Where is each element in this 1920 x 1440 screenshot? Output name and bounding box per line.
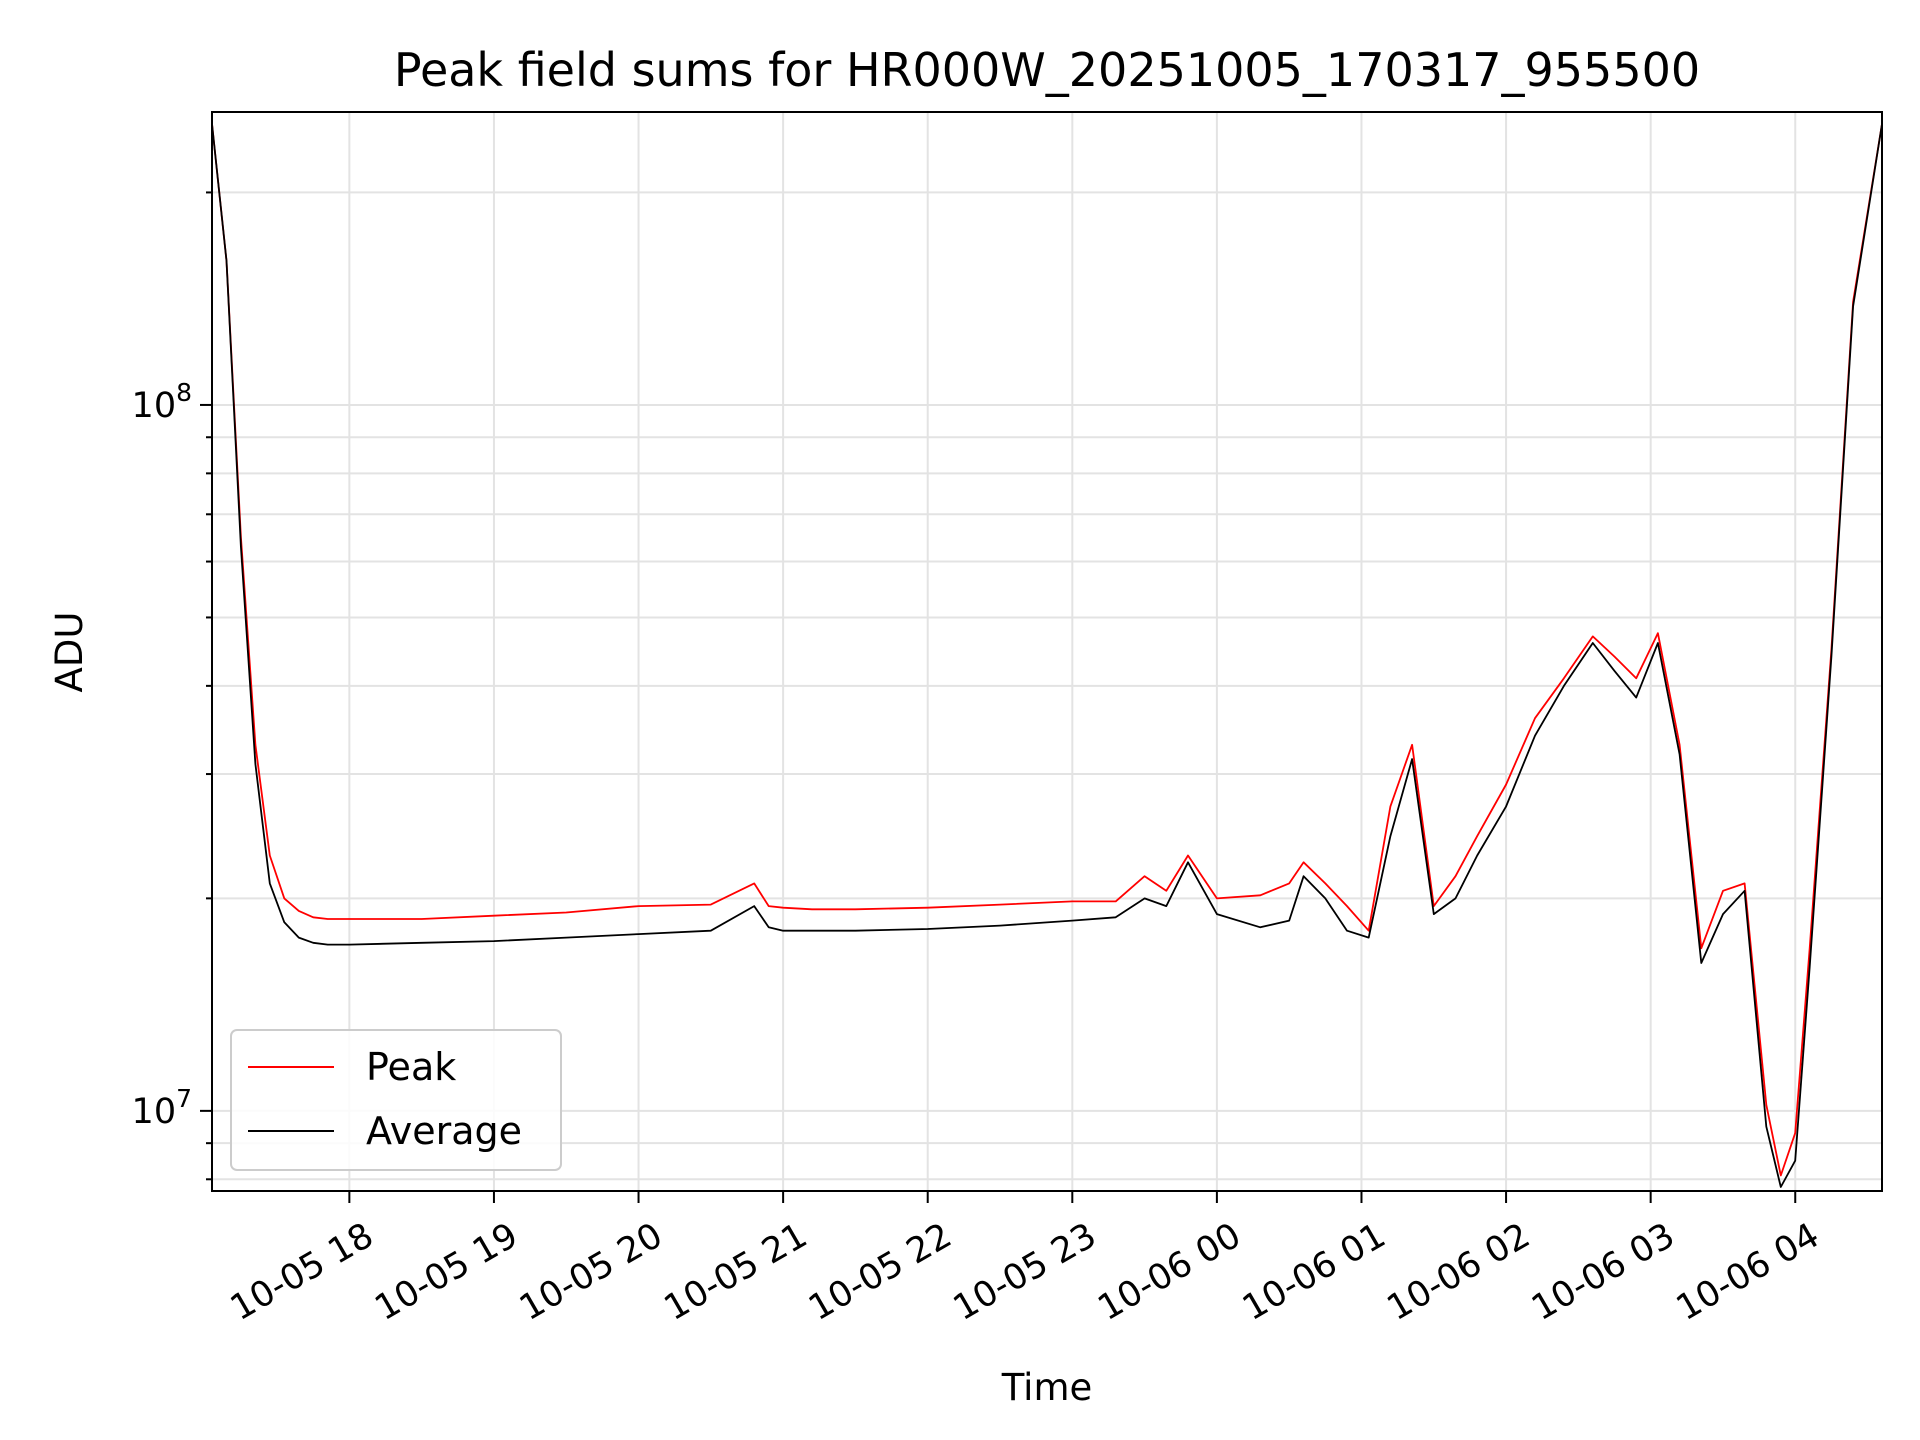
legend: Peak Average — [230, 1029, 562, 1171]
chart-title: Peak field sums for HR000W_20251005_1703… — [394, 43, 1700, 97]
legend-average-label: Average — [366, 1109, 522, 1153]
series-line-average — [212, 123, 1882, 1188]
plot-frame — [211, 111, 1883, 1192]
legend-peak-label: Peak — [366, 1045, 456, 1089]
x-axis-label: Time — [1001, 1366, 1093, 1409]
y-axis-ticks: 107 108 — [132, 191, 212, 1181]
series-line-peak — [212, 123, 1882, 1177]
legend-box — [230, 1029, 562, 1171]
grid-lines — [212, 112, 1882, 1191]
series-layer — [212, 123, 1882, 1188]
y-axis-label: ADU — [48, 612, 91, 693]
y-tick-label: 107 — [132, 1084, 192, 1132]
y-tick-label: 108 — [132, 378, 192, 426]
